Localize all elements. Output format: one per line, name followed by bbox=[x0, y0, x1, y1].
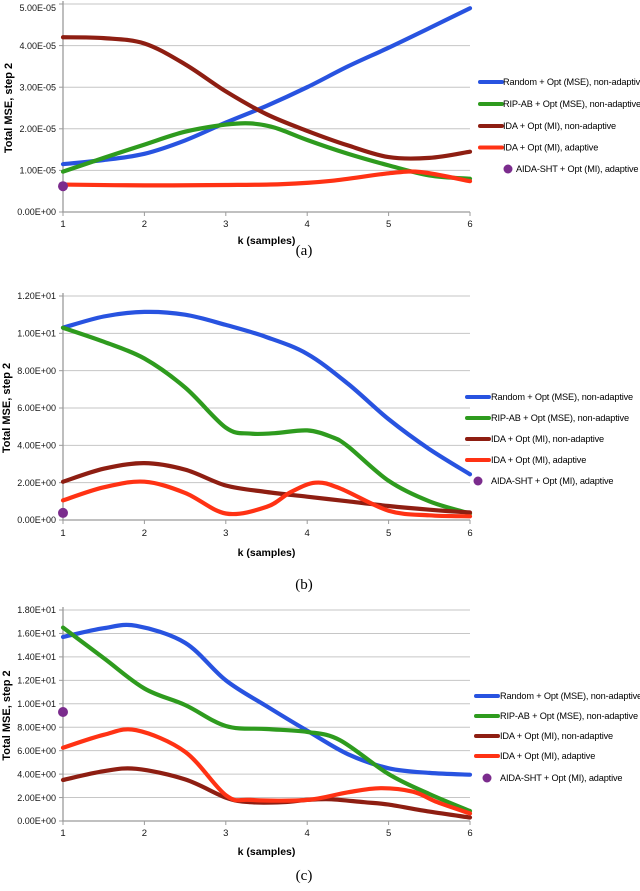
y-tick-label: 1.00E-05 bbox=[19, 166, 56, 176]
series-line-ida-opt-mi-non-adaptive bbox=[60, 460, 473, 515]
legend-label: AIDA-SHT + Opt (MI), adaptive bbox=[516, 164, 638, 174]
x-tick-label: 3 bbox=[223, 219, 228, 230]
series-line-random-opt-mse-non-adaptive bbox=[60, 309, 473, 477]
legend-dot-aida-sht-opt-mi-adaptive bbox=[503, 164, 513, 174]
subfigure-caption-b: (b) bbox=[295, 577, 313, 593]
x-tick-label: 1 bbox=[60, 828, 65, 839]
series-point-aida-sht-opt-mi-adaptive bbox=[58, 706, 68, 717]
legend-label: AIDA-SHT + Opt (MI), adaptive bbox=[491, 476, 613, 486]
series-line-random-opt-mse-non-adaptive bbox=[60, 6, 473, 167]
y-tick-label: 2.00E+00 bbox=[17, 478, 56, 488]
y-tick-label: 8.00E+00 bbox=[17, 722, 56, 732]
y-tick-label: 0.00E+00 bbox=[17, 515, 56, 525]
x-tick-label: 5 bbox=[386, 528, 391, 539]
y-tick-label: 3.00E-05 bbox=[19, 82, 56, 92]
legend-label: IDA + Opt (MI), non-adaptive bbox=[491, 434, 604, 444]
y-tick-label: 4.00E-05 bbox=[19, 41, 56, 51]
y-tick-label: 8.00E+00 bbox=[17, 366, 56, 376]
series-point-aida-sht-opt-mi-adaptive bbox=[58, 507, 68, 518]
y-tick-label: 5.00E-05 bbox=[19, 3, 56, 13]
legend-label: Random + Opt (MSE), non-adaptive bbox=[500, 691, 640, 701]
y-tick-label: 0.00E+00 bbox=[17, 207, 56, 217]
y-tick-label: 1.00E+01 bbox=[17, 329, 56, 339]
legend-label: IDA + Opt (MI), non-adaptive bbox=[500, 731, 613, 741]
x-tick-label: 3 bbox=[223, 528, 228, 539]
y-axis-title: Total MSE, step 2 bbox=[1, 363, 13, 453]
legend-label: RIP-AB + Opt (MSE), non-adaptive bbox=[503, 99, 640, 109]
series-line-rip-ab-opt-mse-non-adaptive bbox=[60, 325, 473, 516]
legend-label: IDA + Opt (MI), adaptive bbox=[491, 455, 586, 465]
y-tick-label: 0.00E+00 bbox=[17, 816, 56, 826]
x-tick-label: 5 bbox=[386, 828, 391, 839]
legend-label: IDA + Opt (MI), adaptive bbox=[503, 143, 598, 153]
y-tick-label: 1.00E+01 bbox=[17, 699, 56, 709]
x-axis-title: k (samples) bbox=[238, 846, 296, 858]
legend-dot-aida-sht-opt-mi-adaptive bbox=[482, 773, 492, 783]
series-line-random-opt-mse-non-adaptive bbox=[60, 622, 473, 777]
legend-dot-aida-sht-opt-mi-adaptive bbox=[473, 476, 483, 486]
y-axis-title: Total MSE, step 2 bbox=[1, 670, 13, 760]
x-tick-label: 6 bbox=[467, 828, 472, 839]
legend-label: IDA + Opt (MI), non-adaptive bbox=[503, 121, 616, 131]
y-tick-label: 4.00E+00 bbox=[17, 769, 56, 779]
x-tick-label: 2 bbox=[142, 828, 147, 839]
x-tick-label: 1 bbox=[60, 528, 65, 539]
y-tick-label: 4.00E+00 bbox=[17, 441, 56, 451]
x-tick-label: 5 bbox=[386, 219, 391, 230]
legend-label: Random + Opt (MSE), non-adaptive bbox=[503, 77, 640, 87]
legend-label: RIP-AB + Opt (MSE), non-adaptive bbox=[500, 711, 638, 721]
subfigure-caption-a: (a) bbox=[295, 243, 313, 259]
y-tick-label: 6.00E+00 bbox=[17, 746, 56, 756]
x-axis-title: k (samples) bbox=[238, 235, 296, 247]
legend-label: RIP-AB + Opt (MSE), non-adaptive bbox=[491, 413, 629, 423]
series-line-ida-opt-mi-adaptive bbox=[60, 479, 473, 519]
legend-label: AIDA-SHT + Opt (MI), adaptive bbox=[500, 773, 622, 783]
series-line-rip-ab-opt-mse-non-adaptive bbox=[60, 121, 473, 181]
y-tick-label: 1.60E+01 bbox=[17, 629, 56, 639]
legend-label: Random + Opt (MSE), non-adaptive bbox=[491, 392, 633, 402]
y-tick-label: 2.00E+00 bbox=[17, 793, 56, 803]
y-tick-label: 1.80E+01 bbox=[17, 605, 56, 615]
x-tick-label: 2 bbox=[142, 219, 147, 230]
y-tick-label: 1.20E+01 bbox=[17, 291, 56, 301]
series-line-ida-opt-mi-adaptive bbox=[60, 169, 473, 188]
chart-c: 0.00E+00 2.00E+00 4.00E+00 6.00E+00 8.00E+00… bbox=[1, 605, 640, 858]
chart-a: 0.00E+00 1.00E-05 2.00E-05 3.00E-05 4.00E-05… bbox=[3, 1, 640, 247]
y-tick-label: 1.20E+01 bbox=[17, 676, 56, 686]
x-tick-label: 4 bbox=[305, 828, 310, 839]
x-tick-label: 2 bbox=[142, 528, 147, 539]
x-axis-title: k (samples) bbox=[238, 547, 296, 559]
y-tick-label: 2.00E-05 bbox=[19, 124, 56, 134]
chart-b: 0.00E+00 2.00E+00 4.00E+00 6.00E+00 8.00E+00… bbox=[1, 291, 633, 559]
x-tick-label: 4 bbox=[305, 219, 310, 230]
legend-label: IDA + Opt (MI), adaptive bbox=[500, 751, 595, 761]
x-tick-label: 6 bbox=[467, 528, 472, 539]
x-tick-label: 6 bbox=[467, 219, 472, 230]
y-tick-label: 1.40E+01 bbox=[17, 652, 56, 662]
x-tick-label: 4 bbox=[305, 528, 310, 539]
x-tick-label: 3 bbox=[223, 828, 228, 839]
subfigure-caption-c: (c) bbox=[295, 868, 313, 884]
series-line-ida-opt-mi-adaptive bbox=[60, 727, 473, 816]
series-line-rip-ab-opt-mse-non-adaptive bbox=[60, 625, 473, 814]
y-tick-label: 6.00E+00 bbox=[17, 403, 56, 413]
series-point-aida-sht-opt-mi-adaptive bbox=[58, 181, 68, 192]
series-line-ida-opt-mi-non-adaptive bbox=[60, 35, 473, 161]
x-tick-label: 1 bbox=[60, 219, 65, 230]
y-axis-title: Total MSE, step 2 bbox=[3, 63, 15, 153]
